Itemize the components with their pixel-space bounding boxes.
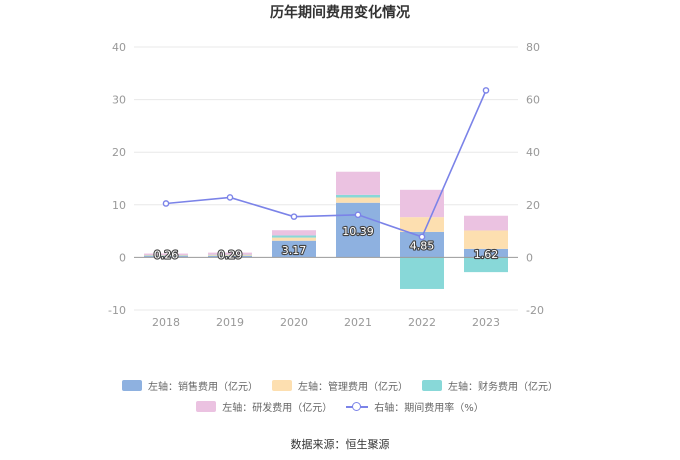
right-axis-tick-label: 20 (526, 199, 540, 212)
left-axis-tick-label: 0 (119, 251, 126, 264)
bar-rnd-2018 (144, 253, 188, 256)
data-label-sales: 3.17 (282, 244, 307, 257)
left-axis-tick-label: 40 (112, 41, 126, 54)
expense-ratio-point (226, 194, 234, 201)
x-axis-tick-label: 2022 (408, 316, 436, 329)
data-label-sales: 10.39 (342, 225, 374, 238)
chart-canvas: -10 0 10 20 30 40 -20 0 20 40 60 80 2018 2019 2020 2021… (108, 41, 544, 329)
data-source: 数据来源：恒生聚源 (290, 438, 390, 451)
chart-title: 历年期间费用变化情况 (270, 5, 410, 21)
bar-sales-2023 (464, 248, 508, 258)
bar-rnd-2020 (272, 230, 316, 236)
legend-swatch-sales (122, 380, 142, 391)
legend-item-admin[interactable]: 左轴：管理费用（亿元） (272, 378, 408, 393)
data-label-sales: 0.29 (218, 248, 243, 261)
x-axis-tick-label: 2020 (280, 316, 308, 329)
legend-item-expense-ratio[interactable]: 右轴：期间费用率（%） (346, 399, 484, 414)
bar-sales-2019 (208, 255, 252, 258)
expense-ratio-line (165, 90, 487, 238)
left-axis-tick-label: -10 (108, 304, 126, 317)
right-axis-tick-label: 40 (526, 146, 540, 159)
x-axis-tick-label: 2018 (152, 316, 180, 329)
bar-admin-2023 (464, 230, 508, 249)
legend-swatch-admin (272, 380, 292, 391)
bar-finance-2020 (272, 235, 316, 238)
legend-swatch-rnd (196, 401, 217, 412)
data-label-sales: 1.62 (474, 248, 499, 261)
bar-rnd-2019 (208, 252, 252, 255)
bar-sales-2020 (272, 240, 316, 258)
bar-finance-2019 (208, 254, 252, 256)
legend-swatch-expense-ratio (346, 401, 369, 413)
legend-swatch-finance (422, 380, 442, 391)
data-label-sales: 0.26 (154, 248, 179, 261)
left-axis-tick-label: 30 (112, 94, 126, 107)
legend-label-admin: 左轴：管理费用（亿元） (298, 382, 408, 393)
expense-ratio-point (418, 233, 426, 241)
legend: 左轴：销售费用（亿元） 左轴：管理费用（亿元） 左轴：财务费用（亿元） 左轴：研… (0, 378, 680, 420)
bar-admin-2022 (400, 217, 444, 232)
expense-ratio-point (162, 200, 170, 207)
legend-item-rnd[interactable]: 左轴：研发费用（亿元） (196, 399, 332, 414)
bar-rnd-2023 (464, 215, 508, 231)
legend-label-sales: 左轴：销售费用（亿元） (148, 382, 258, 393)
right-axis-tick-label: 80 (526, 41, 540, 54)
bar-finance-2022 (400, 257, 444, 289)
bar-sales-2018 (144, 256, 188, 258)
bar-finance-2023 (464, 257, 508, 273)
right-axis-tick-label: 60 (526, 94, 540, 107)
bar-finance-2021 (336, 194, 380, 198)
bar-finance-2018 (144, 255, 188, 256)
right-axis-tick-label: 0 (526, 251, 533, 264)
legend-label-finance: 左轴：财务费用（亿元） (448, 382, 558, 393)
left-axis-tick-label: 10 (112, 199, 126, 212)
bar-admin-2019 (208, 254, 252, 256)
left-axis-tick-label: 20 (112, 146, 126, 159)
x-axis-tick-label: 2023 (472, 316, 500, 329)
expense-ratio-point (354, 211, 362, 219)
x-axis-tick-label: 2019 (216, 316, 244, 329)
data-label-sales: 4.85 (410, 240, 435, 253)
bar-admin-2020 (272, 237, 316, 241)
right-axis-tick-label: -20 (526, 304, 544, 317)
bar-admin-2021 (336, 197, 380, 203)
expense-ratio-point (482, 87, 490, 94)
bar-rnd-2021 (336, 171, 380, 195)
x-axis-tick-label: 2021 (344, 316, 372, 329)
legend-label-rnd: 左轴：研发费用（亿元） (222, 403, 333, 414)
legend-item-finance[interactable]: 左轴：财务费用（亿元） (422, 378, 558, 393)
legend-label-expense-ratio: 右轴：期间费用率（%） (374, 403, 484, 414)
expense-ratio-point (290, 213, 298, 220)
legend-item-sales[interactable]: 左轴：销售费用（亿元） (122, 378, 258, 393)
